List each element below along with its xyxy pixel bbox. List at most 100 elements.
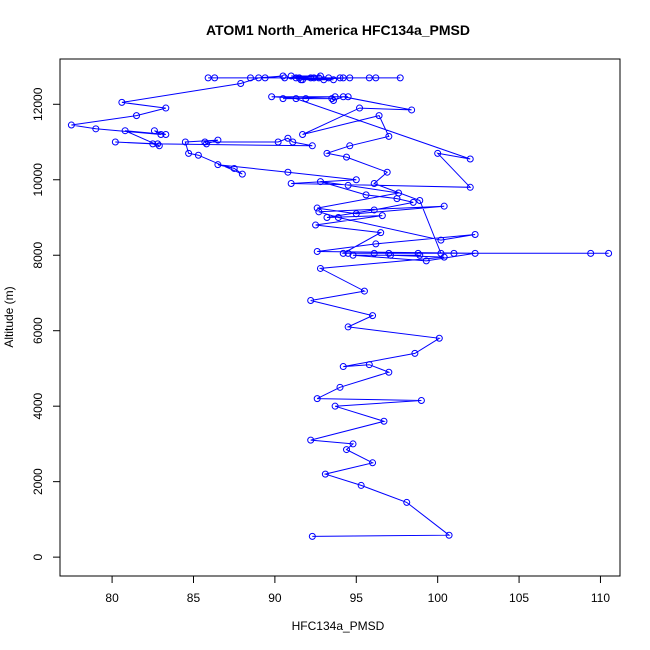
- data-point: [416, 197, 424, 205]
- data-point: [360, 287, 368, 295]
- data-point: [284, 168, 292, 176]
- data-point: [315, 74, 323, 82]
- data-point: [339, 249, 347, 257]
- data-point: [362, 191, 370, 199]
- data-point: [307, 297, 315, 305]
- data-point: [466, 183, 474, 191]
- data-point: [346, 74, 354, 82]
- y-tick-label: 4000: [31, 393, 45, 420]
- data-point: [344, 323, 352, 331]
- data-point: [150, 127, 158, 135]
- data-point: [274, 138, 282, 146]
- data-point: [422, 257, 430, 265]
- data-point: [323, 213, 331, 221]
- data-point: [331, 93, 339, 101]
- data-point: [434, 149, 442, 157]
- data-point: [346, 142, 354, 150]
- data-point: [204, 74, 212, 82]
- data-point: [471, 230, 479, 238]
- x-axis-label: HFC134a_PMSD: [292, 619, 385, 633]
- data-point: [154, 140, 162, 148]
- data-point: [329, 76, 337, 84]
- data-point: [437, 249, 445, 257]
- data-point: [408, 106, 416, 114]
- data-point: [118, 98, 126, 106]
- series-line: [71, 75, 609, 537]
- data-point: [370, 206, 378, 214]
- data-point: [323, 149, 331, 157]
- plot-frame: [59, 58, 621, 577]
- y-axis: 0 2000 4000 6000 8000 10000 12000: [31, 87, 61, 560]
- data-point: [313, 204, 321, 212]
- x-axis: 80 85 90 95 100 105 110: [105, 575, 610, 605]
- data-point: [287, 180, 295, 188]
- data-point: [369, 459, 377, 467]
- chart-title: ATOM1 North_America HFC134a_PMSD: [206, 22, 470, 38]
- data-point: [302, 95, 310, 103]
- data-point: [466, 155, 474, 163]
- data-point: [308, 142, 316, 150]
- data-point: [471, 249, 479, 257]
- data-point: [299, 76, 307, 84]
- data-point: [386, 251, 394, 259]
- data-point: [385, 249, 393, 257]
- data-point: [211, 74, 219, 82]
- data-point: [284, 134, 292, 142]
- data-point: [349, 440, 357, 448]
- data-point: [67, 121, 75, 129]
- data-point: [378, 212, 386, 220]
- data-point: [214, 161, 222, 169]
- data-point: [445, 531, 453, 539]
- y-tick-label: 2000: [31, 468, 45, 495]
- data-point: [201, 138, 209, 146]
- data-point: [316, 178, 324, 186]
- data-point: [409, 198, 417, 206]
- data-point: [369, 312, 377, 320]
- data-point: [396, 74, 404, 82]
- data-point: [343, 446, 351, 454]
- data-point: [344, 249, 352, 257]
- data-point: [372, 240, 380, 248]
- x-tick-label: 105: [509, 591, 529, 605]
- data-point: [370, 180, 378, 188]
- data-point: [292, 95, 300, 103]
- data-point: [385, 132, 393, 140]
- data-point: [162, 130, 170, 138]
- data-point: [339, 363, 347, 371]
- data-point: [437, 236, 445, 244]
- y-tick-label: 6000: [31, 317, 45, 344]
- data-point: [313, 395, 321, 403]
- data-point: [357, 481, 365, 489]
- y-tick-label: 12000: [31, 87, 45, 121]
- data-point: [237, 80, 245, 88]
- data-point: [344, 93, 352, 101]
- y-tick-label: 8000: [31, 242, 45, 269]
- y-axis-label: Altitude (m): [2, 286, 16, 347]
- data-point: [339, 74, 347, 82]
- x-tick-label: 95: [350, 591, 364, 605]
- data-point: [403, 498, 411, 506]
- x-tick-label: 90: [268, 591, 282, 605]
- data-point: [316, 264, 324, 272]
- data-point: [334, 213, 342, 221]
- data-point: [605, 249, 613, 257]
- x-tick-label: 110: [591, 591, 610, 605]
- data-point: [385, 368, 393, 376]
- data-point: [155, 142, 163, 150]
- data-point: [238, 170, 246, 178]
- data-point: [377, 229, 385, 237]
- data-point: [316, 72, 324, 80]
- data-point: [352, 210, 360, 218]
- data-point: [417, 397, 425, 405]
- data-point: [203, 140, 211, 148]
- data-point: [255, 74, 263, 82]
- data-point: [343, 153, 351, 161]
- data-point: [380, 417, 388, 425]
- data-point: [339, 93, 347, 101]
- data-point: [393, 195, 401, 203]
- data-point: [111, 138, 119, 146]
- data-point: [261, 74, 269, 82]
- data-point: [279, 95, 287, 103]
- data-point: [372, 74, 380, 82]
